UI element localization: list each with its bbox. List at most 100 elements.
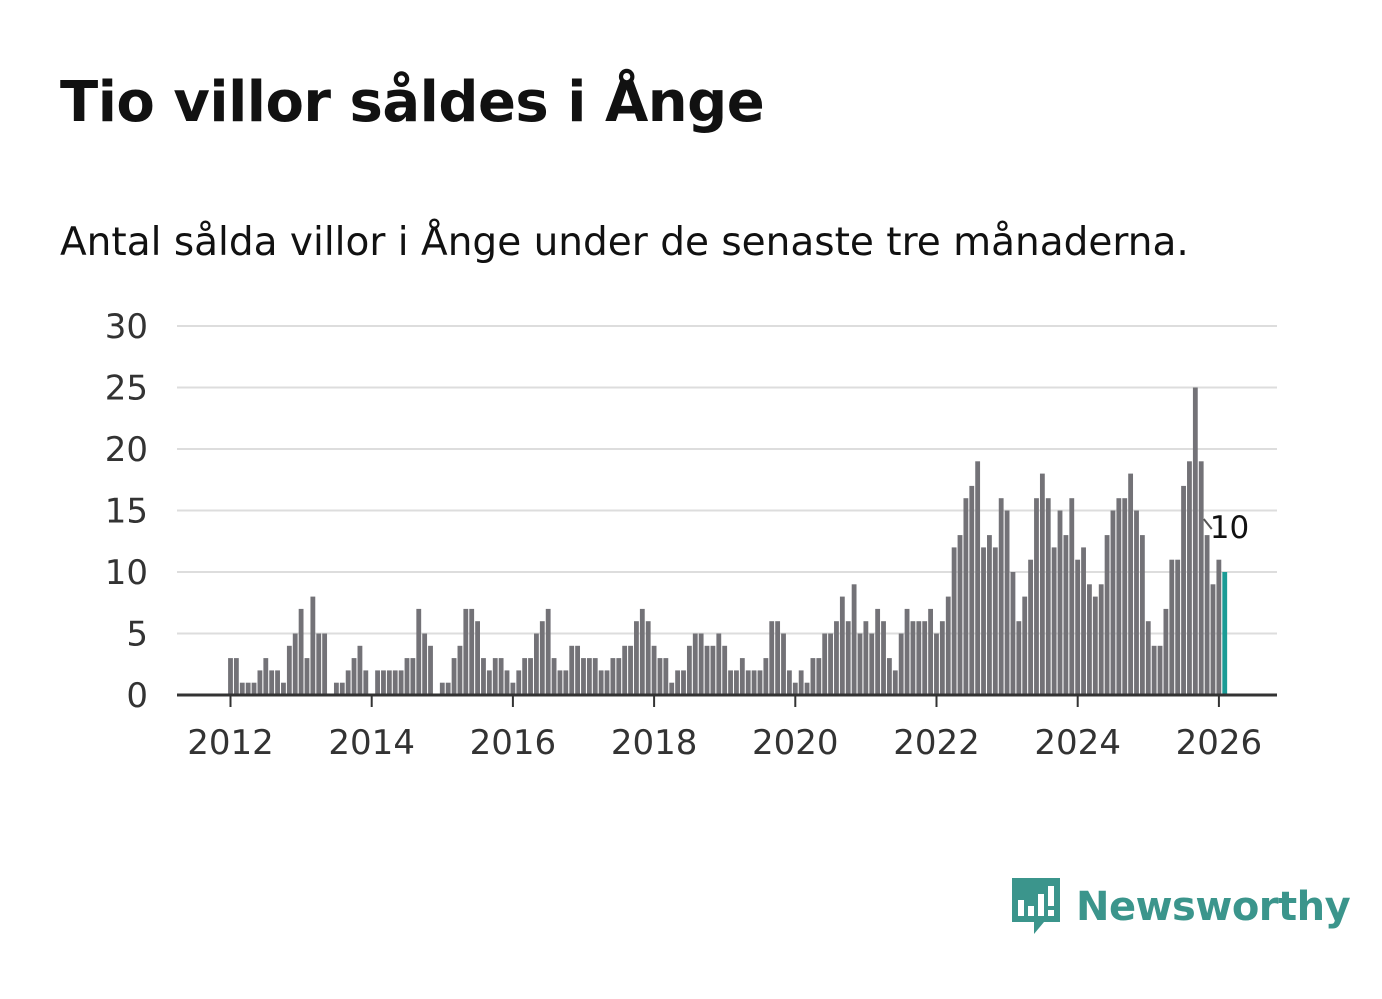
bar xyxy=(1045,498,1051,695)
bar xyxy=(1204,535,1210,695)
bar xyxy=(1087,584,1092,695)
bar xyxy=(1057,510,1063,695)
bar xyxy=(333,682,339,695)
bar xyxy=(275,670,280,695)
bar xyxy=(710,645,716,695)
x-tick-label: 2012 xyxy=(187,723,274,763)
chart-subtitle: Antal sålda villor i Ånge under de senas… xyxy=(60,220,1189,265)
bar xyxy=(381,670,386,695)
bar xyxy=(592,658,598,695)
bar xyxy=(1092,596,1098,695)
bar xyxy=(657,658,663,695)
bar xyxy=(998,498,1004,695)
bar xyxy=(1192,387,1198,695)
bar xyxy=(751,670,757,695)
bar xyxy=(863,621,869,695)
bar xyxy=(957,535,963,695)
bar xyxy=(1145,621,1151,695)
bar xyxy=(1081,547,1086,695)
x-tick-label: 2022 xyxy=(893,723,980,763)
bar xyxy=(481,658,486,695)
bar xyxy=(475,621,480,695)
bar xyxy=(316,633,322,695)
bar xyxy=(1022,596,1028,695)
bar xyxy=(510,682,516,695)
bar xyxy=(1216,559,1222,695)
brand-logo: Newsworthy xyxy=(1010,876,1351,938)
bar xyxy=(845,621,851,695)
y-tick-label: 10 xyxy=(105,553,148,593)
bar xyxy=(763,658,769,695)
bar xyxy=(1075,559,1081,695)
bar xyxy=(786,670,792,695)
bar xyxy=(875,608,881,695)
bar xyxy=(257,670,263,695)
bar xyxy=(987,535,992,695)
bar xyxy=(669,682,675,695)
bar xyxy=(828,633,833,695)
bar-highlight xyxy=(1222,572,1228,695)
bar xyxy=(839,596,845,695)
bar xyxy=(628,645,633,695)
bar xyxy=(757,670,763,695)
bar xyxy=(351,658,357,695)
bar xyxy=(516,670,522,695)
bar xyxy=(981,547,986,695)
gridlines xyxy=(177,325,1277,635)
bar xyxy=(498,658,504,695)
bar xyxy=(775,621,781,695)
bar xyxy=(975,461,981,695)
y-tick-label: 25 xyxy=(105,369,148,409)
bar xyxy=(675,670,681,695)
bar xyxy=(834,621,839,695)
bar xyxy=(1028,559,1034,695)
bar xyxy=(604,670,610,695)
bar xyxy=(304,658,310,695)
bar xyxy=(692,633,698,695)
bar xyxy=(1181,485,1186,695)
x-tick-label: 2016 xyxy=(470,723,557,763)
bar xyxy=(528,658,533,695)
bar xyxy=(728,670,733,695)
chart-title: Tio villor såldes i Ånge xyxy=(60,70,765,135)
bar xyxy=(504,670,510,695)
bar xyxy=(410,658,416,695)
bar xyxy=(1151,645,1157,695)
bar xyxy=(898,633,904,695)
bar xyxy=(251,682,257,695)
bar xyxy=(486,670,492,695)
y-tick-label: 15 xyxy=(105,492,148,532)
bar xyxy=(634,621,639,695)
bar xyxy=(345,670,351,695)
bar xyxy=(310,596,316,695)
y-tick-label: 0 xyxy=(126,676,148,716)
bar xyxy=(1004,510,1010,695)
bar xyxy=(233,658,239,695)
annotation-pointer xyxy=(1202,518,1213,530)
bar xyxy=(869,633,875,695)
bar xyxy=(428,645,433,695)
bar xyxy=(816,658,822,695)
bar xyxy=(663,658,669,695)
bar xyxy=(598,670,604,695)
bar xyxy=(445,682,451,695)
bar xyxy=(1098,584,1104,695)
bar xyxy=(1134,510,1139,695)
bar xyxy=(422,633,428,695)
bar xyxy=(386,670,392,695)
bar xyxy=(886,658,892,695)
bar xyxy=(1198,461,1204,695)
bar xyxy=(857,633,863,695)
bar xyxy=(822,633,828,695)
bar xyxy=(1163,608,1169,695)
bar xyxy=(616,658,622,695)
bar xyxy=(1139,535,1145,695)
bar xyxy=(463,608,469,695)
bar xyxy=(716,633,722,695)
bar xyxy=(534,633,539,695)
bar xyxy=(1069,498,1075,695)
x-tick-label: 2020 xyxy=(752,723,839,763)
y-tick-label: 30 xyxy=(105,307,148,347)
x-tick-label: 2024 xyxy=(1034,723,1121,763)
